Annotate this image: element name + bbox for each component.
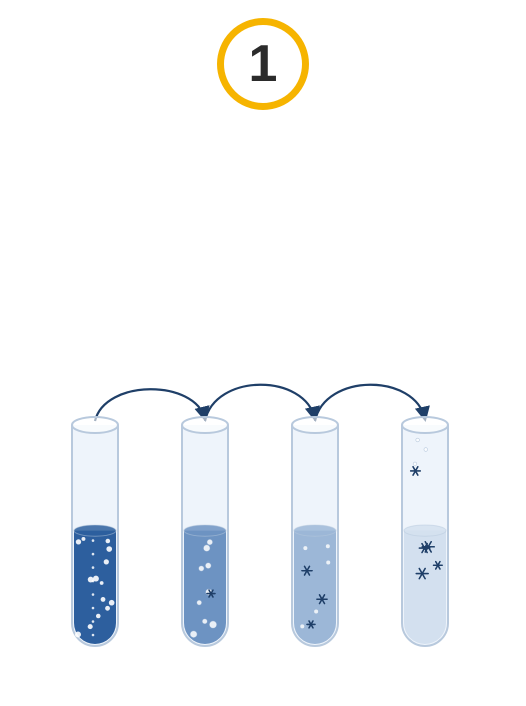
test-tube-2: [182, 417, 228, 646]
test-tube-4: [402, 417, 448, 646]
page: 1: [0, 0, 526, 706]
test-tubes: [72, 417, 448, 646]
transfer-arrow-1-to-2: [95, 389, 205, 421]
dilution-diagram: [0, 355, 526, 706]
transfer-arrow-2-to-3: [205, 385, 315, 421]
transfer-arrows: [95, 385, 425, 421]
test-tube-3: [292, 417, 338, 646]
test-tube-1: [72, 417, 118, 646]
step-circle: 1: [217, 18, 309, 110]
dilution-svg: [0, 355, 526, 706]
step-number: 1: [249, 38, 278, 90]
transfer-arrow-3-to-4: [315, 385, 425, 421]
